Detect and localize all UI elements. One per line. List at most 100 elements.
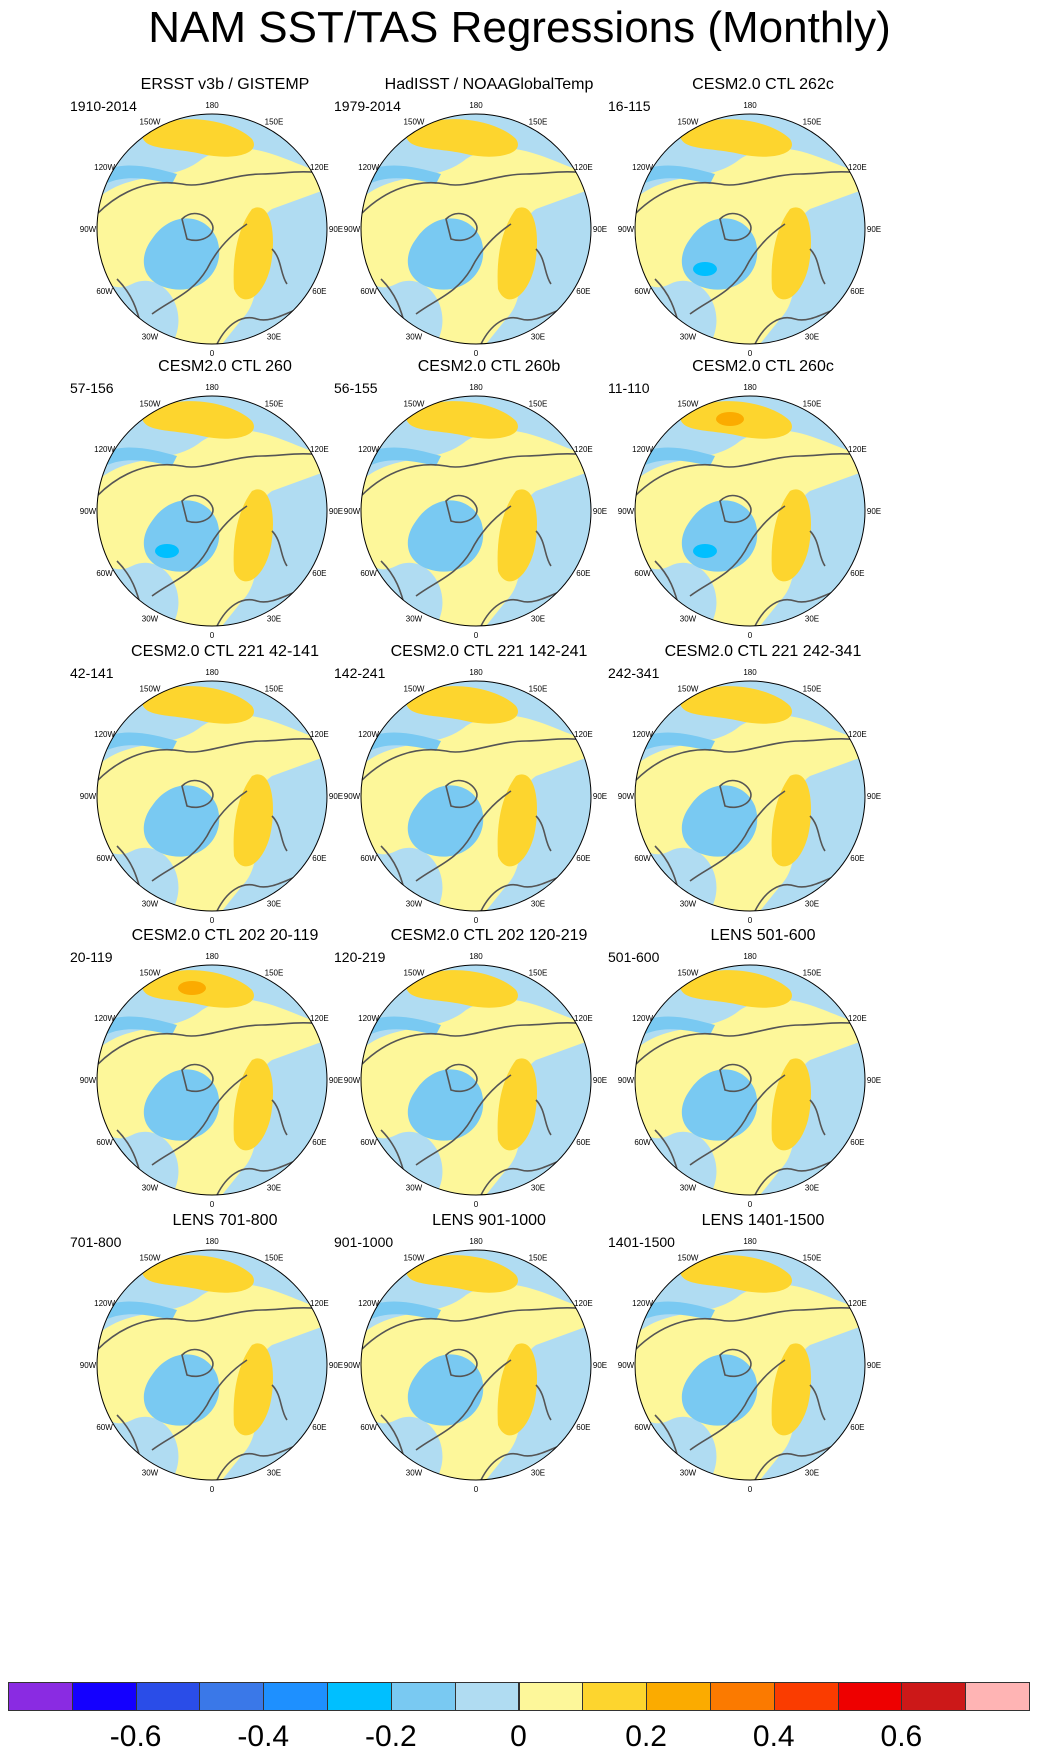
map-boundary: [634, 395, 866, 627]
map-panel: CESM2.0 CTL 260b 56-155 180 150E 120E 90E 60E 3…: [334, 358, 644, 668]
longitude-label: 120E: [310, 445, 329, 454]
longitude-label: 60W: [360, 854, 377, 863]
longitude-label: 90W: [618, 1076, 635, 1085]
panel-title: LENS 701-800: [172, 1212, 278, 1229]
colorbar-tick-label: -0.2: [365, 1720, 417, 1753]
coastline: [689, 790, 786, 882]
coastline: [151, 223, 248, 315]
eurasia-positive-core: [233, 489, 273, 582]
coastline: [181, 1348, 214, 1378]
coastline: [445, 1348, 478, 1378]
longitude-label: 150W: [140, 400, 161, 409]
colorbar-swatch: [454, 1682, 520, 1711]
coastline: [635, 452, 865, 497]
longitude-label: 180: [743, 668, 757, 677]
coastline: [535, 1384, 552, 1421]
panel-years: 701-800: [70, 1234, 122, 1250]
coastline: [271, 1099, 288, 1136]
longitude-label: 60W: [96, 854, 113, 863]
longitude-label: 0: [748, 916, 753, 925]
longitude-label: 90E: [593, 1361, 607, 1370]
longitude-label: 120W: [94, 730, 115, 739]
map-panel: CESM2.0 CTL 221 142-241 142-241 180 150E 120…: [334, 643, 644, 953]
longitude-label: 30W: [680, 332, 697, 341]
atlantic-negative-zone: [143, 218, 220, 290]
coastline: [181, 212, 214, 242]
coastline: [151, 1074, 248, 1166]
colorbar-tick-label: 0: [510, 1720, 527, 1753]
coastline: [719, 779, 752, 809]
longitude-label: 90W: [344, 1076, 361, 1085]
longitude-label: 150E: [265, 400, 284, 409]
map-panel: LENS 1401-1500 1401-1500 180 150E 120E 90E 60E…: [608, 1212, 918, 1522]
polar-map: 180 150E 120E 90E 60E 30E 0 30W 60W 90W 120W 150W: [80, 1237, 343, 1494]
longitude-label: 60W: [96, 1138, 113, 1147]
pacific-positive-peak: [716, 412, 744, 426]
longitude-label: 150W: [678, 118, 699, 127]
map-panel: CESM2.0 CTL 221 242-341 242-341 180 150E 120…: [608, 643, 918, 953]
longitude-label: 90W: [618, 792, 635, 801]
longitude-label: 30W: [406, 614, 423, 623]
longitude-label: 120W: [358, 1014, 379, 1023]
pacific-negative-arc: [635, 732, 715, 756]
pacific-negative-arc: [361, 1301, 441, 1325]
longitude-label: 150W: [140, 1254, 161, 1263]
coastline: [809, 1384, 826, 1421]
coastline: [689, 1074, 786, 1166]
atlantic-negative-zone: [407, 1069, 484, 1141]
coastline: [635, 170, 865, 215]
atlantic-negative-zone: [407, 1354, 484, 1426]
longitude-label: 60E: [312, 854, 326, 863]
panel-years: 1979-2014: [334, 98, 401, 114]
colorbar-swatch: [327, 1682, 392, 1711]
longitude-label: 120E: [574, 1299, 593, 1308]
colorbar-swatch: [965, 1682, 1030, 1711]
longitude-label: 60W: [634, 569, 651, 578]
atlantic-negative-zone: [407, 785, 484, 857]
atlantic-negative-zone: [407, 218, 484, 290]
longitude-label: 120E: [574, 163, 593, 172]
longitude-label: 60E: [850, 569, 864, 578]
coastline: [809, 1099, 826, 1136]
longitude-label: 60W: [360, 569, 377, 578]
longitude-label: 180: [469, 668, 483, 677]
pacific-positive-core: [680, 119, 792, 157]
longitude-label: 30W: [680, 899, 697, 908]
eurasia-positive-core: [497, 489, 537, 582]
longitude-label: 0: [748, 1200, 753, 1209]
longitude-label: 120E: [574, 445, 593, 454]
longitude-label: 90E: [593, 792, 607, 801]
pacific-positive-core: [406, 1255, 518, 1293]
coastline: [271, 1384, 288, 1421]
polar-map: 180 150E 120E 90E 60E 30E 0 30W 60W 90W 120W 150W: [344, 101, 607, 358]
eurasia-positive-core: [497, 774, 537, 867]
longitude-label: 30W: [142, 614, 159, 623]
coastline: [415, 223, 512, 315]
longitude-label: 0: [474, 631, 479, 640]
coastline: [535, 815, 552, 852]
longitude-label: 180: [743, 952, 757, 961]
longitude-label: 180: [743, 1237, 757, 1246]
coastline: [181, 779, 214, 809]
pacific-negative-arc: [97, 1016, 177, 1040]
atlantic-negative-peak: [693, 262, 717, 276]
colorbar-swatch: [135, 1682, 201, 1711]
longitude-label: 60W: [360, 1423, 377, 1432]
longitude-label: 30W: [406, 332, 423, 341]
longitude-label: 30E: [805, 1468, 819, 1477]
colorbar-swatch: [582, 1682, 648, 1711]
atlantic-negative-peak: [155, 544, 179, 558]
longitude-label: 30E: [805, 1183, 819, 1192]
longitude-label: 0: [210, 1485, 215, 1494]
pacific-negative-arc: [361, 447, 441, 471]
map-boundary: [360, 395, 592, 627]
polar-map: 180 150E 120E 90E 60E 30E 0 30W 60W 90W 120W 150W: [80, 383, 343, 640]
longitude-label: 90E: [593, 225, 607, 234]
map-boundary: [96, 113, 328, 345]
longitude-label: 120W: [358, 445, 379, 454]
longitude-label: 60E: [850, 854, 864, 863]
longitude-label: 60E: [576, 569, 590, 578]
pacific-negative-arc: [635, 447, 715, 471]
coastline: [635, 737, 865, 782]
longitude-label: 150W: [678, 685, 699, 694]
